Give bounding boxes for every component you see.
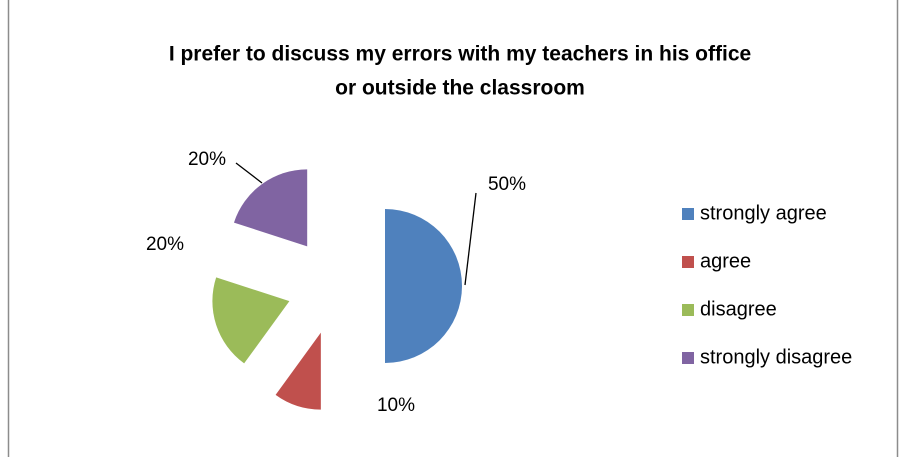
legend-swatch [682,208,694,220]
data-label: 20% [146,234,184,255]
legend-label: strongly disagree [700,346,852,368]
legend-swatch [682,352,694,364]
legend-label: strongly agree [700,202,827,224]
pie-slice [275,332,321,410]
chart-title: or outside the classroom [335,77,585,100]
pie-slice [212,277,290,364]
pie-slice [233,169,308,247]
legend-swatch [682,304,694,316]
leader-line [464,192,477,286]
data-label: 50% [488,174,526,195]
data-label: 10% [377,395,415,416]
chart-title: I prefer to discuss my errors with my te… [169,43,751,66]
data-label: 20% [188,149,226,170]
leader-line [235,162,263,184]
legend-label: agree [700,250,751,272]
pie-slice [385,209,462,363]
legend-swatch [682,256,694,268]
legend-label: disagree [700,298,777,320]
chart-frame [7,0,899,457]
